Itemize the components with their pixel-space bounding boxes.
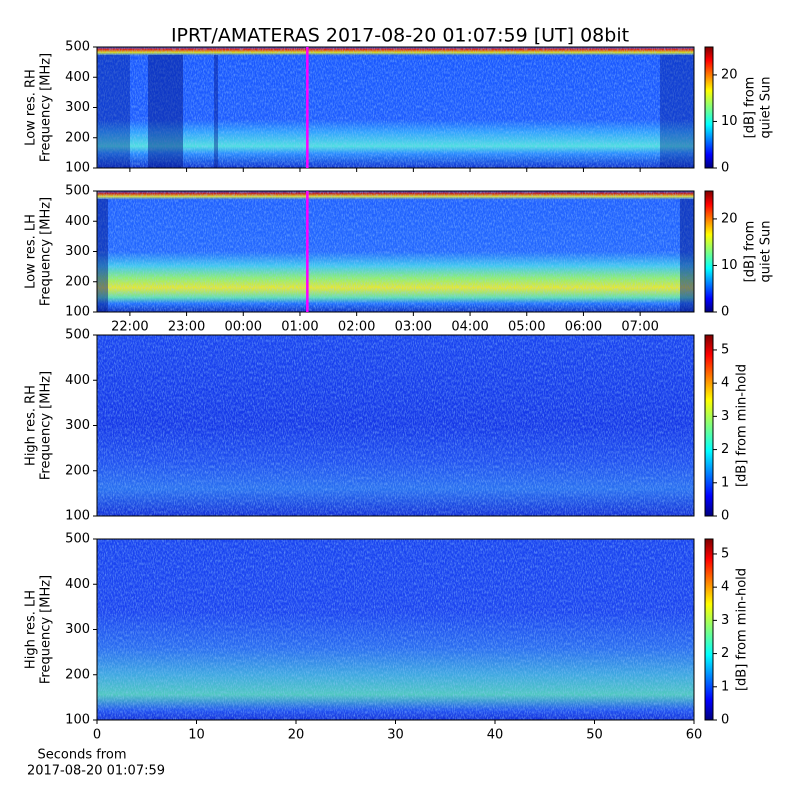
colorbar-tick-label: 4 [721,580,729,595]
x-tick-label: 23:00 [168,320,205,335]
colorbar-label: quiet Sun [759,76,774,138]
x-tick-label: 00:00 [225,320,262,335]
colorbar-tick-label: 10 [721,258,738,273]
x-tick-label: 07:00 [621,320,658,335]
colorbar-tick-label: 2 [721,442,729,457]
x-tick-label: 40 [487,728,504,743]
colorbar-tick-label: 20 [721,67,738,82]
x-tick-label: 01:00 [281,320,318,335]
colorbar-tick-label: 20 [721,211,738,226]
colorbar-label: [dB] from [743,221,758,283]
colorbar-label: quiet Sun [759,220,774,282]
y-tick-label: 400 [65,70,90,85]
y-tick-label: 500 [65,328,90,343]
y-axis-label: Low res. RH [24,69,39,146]
spectrogram-noise [97,335,694,516]
y-tick-label: 200 [65,463,90,478]
colorbar-tick-label: 0 [721,509,729,524]
y-axis-label: Frequency [MHz] [39,371,54,480]
colorbar-label: [dB] from min-hold [735,364,750,487]
spectrogram-noise [97,47,694,168]
y-axis-label: Frequency [MHz] [39,53,54,162]
y-tick-label: 400 [65,577,90,592]
x-tick-label: 10 [188,728,205,743]
x-axis-label: 2017-08-20 01:07:59 [27,764,165,779]
x-tick-label: 20 [288,728,305,743]
y-tick-label: 300 [65,244,90,259]
y-axis-label: Frequency [MHz] [39,575,54,684]
stripe [214,55,218,168]
y-tick-label: 500 [65,532,90,547]
stripe [680,199,694,312]
stripe [97,55,130,168]
colorbar-tick-label: 0 [721,713,729,728]
y-tick-label: 400 [65,373,90,388]
x-tick-label: 04:00 [451,320,488,335]
y-tick-label: 300 [65,100,90,115]
y-tick-label: 300 [65,418,90,433]
x-tick-label: 05:00 [508,320,545,335]
y-tick-label: 500 [65,40,90,55]
colorbar-tick-label: 1 [721,679,729,694]
colorbar-tick-label: 3 [721,409,729,424]
colorbar-tick-label: 3 [721,613,729,628]
x-tick-label: 30 [387,728,404,743]
colorbar [704,538,714,721]
colorbar-tick-label: 5 [721,546,729,561]
y-tick-label: 200 [65,274,90,289]
y-tick-label: 400 [65,214,90,229]
y-tick-label: 200 [65,667,90,682]
colorbar [704,46,714,169]
y-tick-label: 200 [65,130,90,145]
stripe [148,55,183,168]
y-axis-label: Low res. LH [24,214,39,289]
colorbar-tick-label: 2 [721,646,729,661]
colorbar-label: [dB] from [743,77,758,139]
y-tick-label: 300 [65,622,90,637]
x-tick-label: 22:00 [111,320,148,335]
x-tick-label: 03:00 [395,320,432,335]
title: IPRT/AMATERAS 2017-08-20 01:07:59 [UT] 0… [171,25,629,47]
x-tick-label: 02:00 [338,320,375,335]
colorbar-tick-label: 0 [721,161,729,176]
y-axis-label: Frequency [MHz] [39,197,54,306]
spectrogram-noise [97,191,694,312]
stripe [660,55,694,168]
x-tick-label: 06:00 [565,320,602,335]
colorbar-tick-label: 10 [721,114,738,129]
colorbar [704,190,714,313]
colorbar-tick-label: 4 [721,376,729,391]
x-axis-label: Seconds from [37,748,126,763]
x-tick-label: 60 [686,728,703,743]
colorbar-tick-label: 5 [721,342,729,357]
colorbar-tick-label: 0 [721,305,729,320]
colorbar [704,334,714,517]
colorbar-label: [dB] from min-hold [735,568,750,691]
y-tick-label: 100 [65,509,90,524]
x-tick-label: 0 [93,728,101,743]
y-tick-label: 100 [65,305,90,320]
y-axis-label: High res. RH [24,385,39,466]
y-tick-label: 100 [65,713,90,728]
colorbar-tick-label: 1 [721,475,729,490]
x-tick-label: 50 [586,728,603,743]
y-tick-label: 500 [65,184,90,199]
y-axis-label: High res. LH [24,590,39,669]
y-tick-label: 100 [65,161,90,176]
spectrogram-noise [97,539,694,720]
stripe [97,199,108,312]
